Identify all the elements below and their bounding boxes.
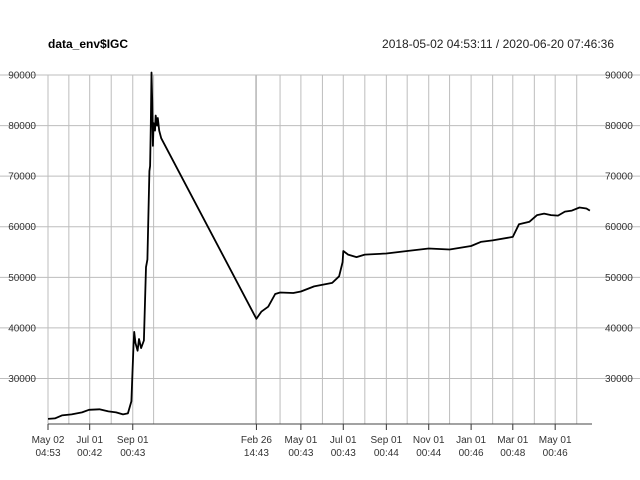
x-tick-label: May 01 [539,435,572,446]
x-axis-ticks: May 02 04:53 Jul 01 00:42 Sep 01 00:43 Feb 26 1… [32,423,592,459]
y-tick-label-left: 30000 [8,374,36,385]
x-tick-sublabel: 00:43 [120,448,145,459]
y-tick-label-left: 70000 [8,172,36,183]
x-tick-sublabel: 14:43 [244,448,269,459]
x-tick-label: Jan 01 [456,435,486,446]
series-line [47,71,591,420]
x-tick-sublabel: 00:43 [331,448,356,459]
x-tick-label: May 01 [284,435,317,446]
x-tick-sublabel: 04:53 [35,448,60,459]
x-tick-label: Sep 01 [117,435,149,446]
x-tick-label: Sep 01 [370,435,402,446]
y-tick-label-left: 40000 [8,323,36,334]
y-tick-label-right: 70000 [605,172,633,183]
y-tick-label-left: 80000 [8,121,36,132]
chart-title: data_env$IGC [48,37,129,51]
x-tick-label: Jul 01 [330,435,357,446]
x-tick-label: May 02 [32,435,65,446]
y-tick-label-right: 30000 [605,374,633,385]
y-tick-label-right: 50000 [605,273,633,284]
series-layer [47,71,591,420]
y-tick-label-right: 80000 [605,121,633,132]
x-tick-label: Nov 01 [413,435,445,446]
y-tick-label-left: 60000 [8,222,36,233]
x-tick-label: Feb 26 [241,435,273,446]
x-tick-sublabel: 00:46 [459,448,484,459]
x-tick-sublabel: 00:44 [416,448,441,459]
y-axis-ticks: 30000 30000 40000 40000 50000 50000 60000 60000… [8,71,633,385]
x-tick-sublabel: 00:42 [77,448,102,459]
y-tick-label-left: 50000 [8,273,36,284]
x-tick-label: Mar 01 [497,435,529,446]
date-range-label: 2018-05-02 04:53:11 / 2020-06-20 07:46:3… [382,37,614,51]
y-tick-label-right: 90000 [605,71,633,82]
x-tick-sublabel: 00:46 [543,448,568,459]
x-tick-sublabel: 00:48 [500,448,525,459]
grid-lines [0,74,640,424]
x-tick-sublabel: 00:44 [374,448,399,459]
x-tick-label: Jul 01 [76,435,103,446]
y-tick-label-left: 90000 [8,71,36,82]
y-tick-label-right: 60000 [605,222,633,233]
x-tick-sublabel: 00:43 [288,448,313,459]
y-tick-label-right: 40000 [605,323,633,334]
